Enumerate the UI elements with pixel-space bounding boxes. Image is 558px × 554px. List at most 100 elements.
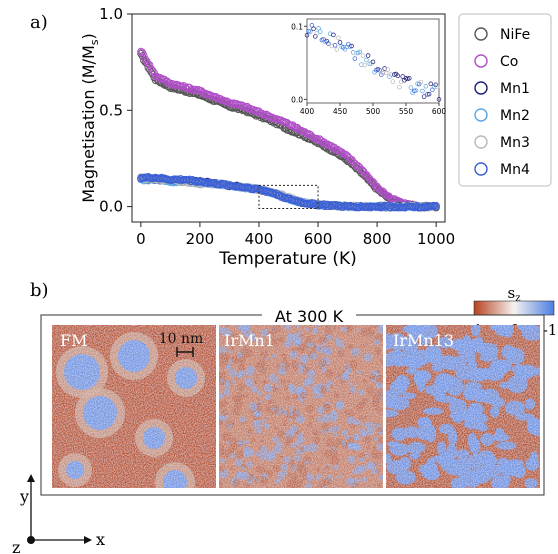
point-co: [219, 96, 228, 105]
maze-domain: [464, 389, 482, 398]
spin-cluster: [333, 464, 339, 470]
inset-frame: [306, 18, 440, 104]
inset-point: [390, 79, 396, 84]
spin-cluster: [285, 395, 291, 402]
inset-point: [425, 92, 430, 97]
maze-domain: [521, 325, 540, 341]
maze-domain: [484, 348, 499, 356]
spin-cluster: [335, 438, 343, 446]
spin-cluster: [359, 400, 366, 408]
spin-cluster: [271, 338, 279, 346]
spin-cluster: [311, 327, 319, 335]
spin-cluster: [362, 378, 368, 384]
spin-cluster: [322, 485, 327, 488]
point-mn4: [265, 188, 273, 196]
spin-cluster: [247, 429, 252, 434]
spin-cluster: [299, 354, 309, 364]
spin-cluster: [241, 349, 250, 358]
spin-cluster: [363, 435, 372, 444]
inset-y-tick-label: 0.1: [291, 22, 303, 31]
maze-domain: [419, 416, 431, 427]
spin-cluster: [288, 409, 293, 414]
spin-cluster: [367, 329, 375, 337]
maze-domain: [406, 325, 425, 340]
spin-cluster: [264, 383, 273, 393]
spin-cluster: [260, 328, 269, 337]
maze-domain: [471, 325, 481, 337]
inset-point: [332, 43, 338, 48]
spin-cluster: [351, 470, 356, 475]
zoom-box: [258, 184, 319, 210]
spin-cluster: [289, 425, 298, 434]
spin-cluster: [287, 473, 292, 478]
maze-domain: [529, 451, 539, 468]
spin-cluster: [280, 463, 288, 472]
spin-cluster: [246, 461, 253, 468]
legend-item-co: Co: [474, 54, 518, 70]
spin-cluster: [377, 406, 383, 413]
legend-marker: [474, 108, 488, 122]
inset-point: [365, 53, 371, 58]
y-tick-label: 1.0: [99, 5, 123, 23]
spin-cluster: [361, 422, 366, 426]
spin-cluster: [370, 450, 378, 458]
inset-point: [388, 72, 394, 77]
spin-cluster: [271, 354, 276, 359]
maze-domain: [386, 460, 408, 475]
spin-cluster: [220, 458, 226, 463]
spin-cluster: [232, 479, 241, 488]
spin-cluster: [336, 372, 342, 378]
legend-marker: [474, 135, 488, 149]
maze-domain: [490, 405, 500, 418]
inset-point: [380, 71, 386, 76]
spin-cluster: [357, 370, 362, 375]
spin-cluster: [307, 421, 313, 428]
spin-cluster: [376, 389, 383, 398]
legend-marker: [474, 54, 488, 68]
maps-title: At 300 K: [275, 307, 344, 326]
inset-point: [423, 84, 429, 89]
spin-cluster: [326, 438, 335, 448]
spin-cluster: [250, 385, 258, 393]
inset-point: [314, 31, 320, 36]
spin-cluster: [277, 429, 286, 439]
spin-cluster: [229, 466, 234, 471]
spin-cluster: [282, 420, 288, 427]
inset-point: [362, 62, 368, 68]
z-axis-dot: [27, 536, 35, 544]
x-tick-label: 800: [363, 230, 392, 248]
spin-cluster: [350, 347, 360, 357]
spin-cluster: [317, 473, 322, 478]
spin-cluster: [279, 455, 283, 459]
spin-cluster: [280, 379, 286, 385]
inset-point: [408, 85, 414, 90]
spin-cluster: [376, 369, 381, 374]
spin-cluster: [237, 439, 245, 447]
y-arrow-head: [27, 474, 35, 482]
spin-cluster: [363, 415, 368, 420]
point-co: [149, 66, 157, 75]
spin-cluster: [219, 352, 225, 359]
spin-cluster: [311, 415, 315, 419]
spin-cluster: [301, 362, 305, 366]
maze-domain: [494, 325, 510, 337]
point-nife: [147, 68, 155, 76]
spin-cluster: [347, 442, 354, 449]
spin-cluster: [235, 449, 244, 459]
maze-domain: [469, 439, 479, 451]
spin-cluster: [333, 433, 338, 437]
spin-cluster: [356, 436, 361, 441]
spin-cluster: [361, 344, 366, 348]
inset-y-tick-label: 0.0: [291, 95, 303, 104]
spin-cluster: [250, 438, 255, 443]
spin-cluster: [347, 455, 356, 464]
inset-point: [304, 33, 310, 38]
spin-cluster: [284, 325, 291, 331]
legend: NiFe Co Mn1 Mn2 Mn3 Mn4: [458, 13, 552, 187]
spin-cluster: [287, 334, 292, 338]
spin-cluster: [312, 384, 322, 393]
legend-label: Mn1: [500, 81, 530, 97]
maze-domain: [479, 353, 499, 362]
inset-point: [350, 50, 356, 55]
maze-domain: [395, 470, 416, 485]
